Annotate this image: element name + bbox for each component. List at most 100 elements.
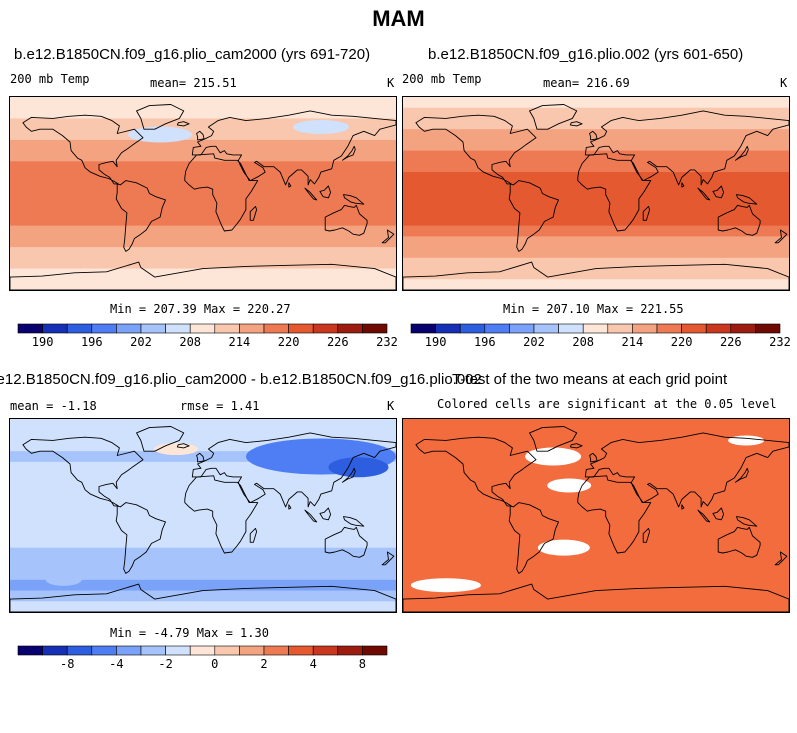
cool-anomaly-blob-map-1b [292,120,349,135]
colorbar-tick-label: 226 [327,335,349,349]
colorbar-cell-7 [558,323,584,334]
coastline-new-guinea-3 [736,516,758,527]
coastline-uk-2 [196,452,205,463]
coastline-south-america-2 [115,502,166,574]
panel-3-mean-label: mean = -1.18 [10,399,97,413]
coastline-uk-3 [589,452,598,463]
coastline-borneo-3 [712,507,725,521]
colorbar-cell-6 [533,323,559,334]
colorbar-cell-2 [435,323,461,334]
colorbar-cell-11 [263,323,289,334]
coastline-new-zealand-3 [774,551,788,566]
colorbar-tick-label: 220 [671,335,693,349]
lat-band-10-map-2 [403,193,789,205]
panel-2-colorbar: 190 196 202 208 214 220 226 232 [410,323,791,349]
colorbar-cell-11 [656,323,682,334]
lat-band-1-map-3 [10,419,396,431]
coastline-north-america-3 [415,436,537,507]
coastline-sri-lanka-0 [288,182,292,188]
colorbar-tick-label: 208 [572,335,594,349]
colorbar-tick-label: 232 [769,335,791,349]
colorbar-cell-9 [214,323,240,334]
lat-band-15-map-1 [10,247,396,259]
coastline-sumatra-0 [304,187,318,201]
colorbar-cell-3 [66,645,93,656]
coastline-sri-lanka-3 [681,504,685,510]
colorbar-cell-1 [17,645,43,656]
lat-band-17-map-1 [10,268,396,280]
cold-anomaly-core-map-3 [328,457,389,478]
colorbar-cell-13 [705,323,732,334]
colorbar-cell-12 [288,645,314,656]
non-significant-region-5-map-4 [728,435,765,446]
colorbar-tick-label: 202 [523,335,545,349]
lat-band-17-map-3 [10,590,396,602]
coastline-new-guinea-0 [343,194,365,205]
lat-band-15-map-3 [10,569,396,581]
lat-band-10-map-1 [10,193,396,205]
coastline-sumatra-3 [697,509,711,523]
coastline-antarctica-1 [403,261,789,290]
lat-band-6-map-1 [10,150,396,162]
panel-3-rmse-label: rmse = 1.41 [180,399,260,413]
colorbar-cell-10 [632,323,658,334]
panel-2-variable-label: 200 mb Temp [402,72,482,86]
colorbar-tick-label: -4 [109,657,123,671]
coastline-australia-0 [324,204,368,236]
colorbar-tick-label: 196 [474,335,496,349]
non-significant-region-2-map-4 [547,478,592,493]
lat-band-6-map-2 [403,150,789,162]
warm-anomaly-blob-map-2 [653,174,774,203]
lat-band-15-map-2 [403,247,789,259]
colorbar-cell-1 [17,323,43,334]
coastline-madagascar-0 [249,205,258,221]
colorbar-tick-label: -2 [158,657,172,671]
colorbar-tick-label: 202 [130,335,152,349]
colorbar-tick-label: 232 [376,335,398,349]
coastline-greenland-3 [529,426,578,452]
colorbar-cell-15 [362,323,388,334]
colorbar-cell-7 [165,323,191,334]
coastline-borneo-1 [712,185,725,199]
coastline-europe-asia-0 [191,110,396,186]
panel-3-min-max: Min = -4.79 Max = 1.30 [110,626,269,640]
coastline-new-guinea-1 [736,194,758,205]
panel-1-variable-label: 200 mb Temp [10,72,90,86]
colorbar-tick-label: -8 [60,657,74,671]
coastline-iceland-1 [569,121,583,127]
lat-band-9-map-3 [10,504,396,517]
panel-4-map [402,418,790,613]
lat-band-3-map-1 [10,118,396,130]
lat-band-17-map-2 [403,268,789,280]
coastline-north-america-2 [22,436,144,507]
colorbar-cell-4 [91,323,117,334]
non-significant-region-3-map-4 [410,578,481,593]
colorbar-cell-4 [484,323,510,334]
lat-band-1-map-2 [403,97,789,109]
cool-anomaly-blob-map-1 [128,126,193,143]
lat-band-8-map-1 [10,172,396,184]
colorbar-tick-label: 8 [359,657,366,671]
panel-1-min-max: Min = 207.39 Max = 220.27 [110,302,291,316]
colorbar-cell-9 [607,323,633,334]
coastline-greenland-0 [136,104,185,130]
lat-band-7-map-3 [10,483,396,495]
lat-band-5-map-1 [10,139,396,152]
colorbar-cell-9 [214,645,240,656]
coastline-africa-0 [184,153,259,232]
lat-band-12-map-2 [403,214,789,227]
lat-band-12-map-3 [10,536,396,549]
colorbar-cell-11 [263,645,289,656]
panel-2-min-max: Min = 207.10 Max = 221.55 [503,302,684,316]
coastline-japan-3 [734,467,749,483]
coastline-australia-1 [717,204,761,236]
lat-band-12-map-1 [10,214,396,227]
lat-band-2-map-1 [10,107,396,120]
colorbar-tick-label: 226 [720,335,742,349]
colorbar-cell-12 [681,323,707,334]
coastline-new-guinea-2 [343,516,365,527]
lat-band-13-map-3 [10,547,396,559]
panel-3-title: b.e12.B1850CN.f09_g16.plio_cam2000 - b.e… [0,371,482,388]
colorbar-tick-label: 208 [179,335,201,349]
panel-3-map [9,418,397,613]
